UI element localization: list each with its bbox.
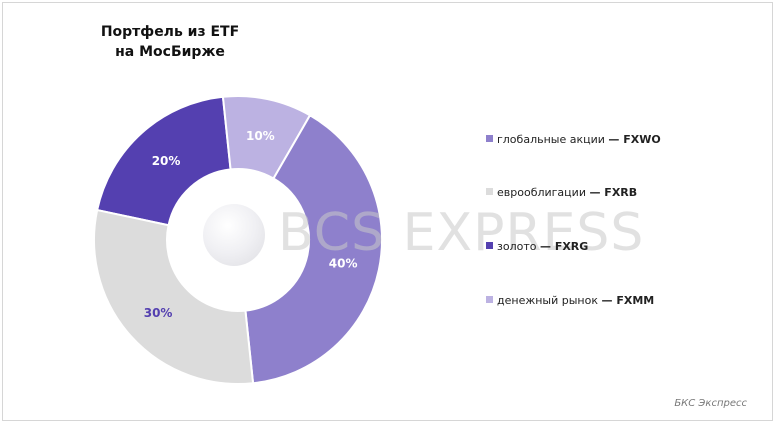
legend-item-fxmm: денежный рынок — FXMM bbox=[486, 294, 654, 307]
legend-label-fxrb: еврооблигации bbox=[497, 186, 586, 199]
slice-fxrg bbox=[95, 95, 232, 227]
legend-swatch-fxrb bbox=[486, 188, 493, 195]
legend-label-fxwo: глобальные акции bbox=[497, 133, 605, 146]
watermark-text: BCS EXPRESS bbox=[278, 203, 645, 263]
legend-swatch-fxwo bbox=[486, 135, 493, 142]
chart-title-line-2: на МосБирже bbox=[115, 44, 225, 60]
legend-item-fxrg: золото — FXRG bbox=[486, 240, 588, 253]
label-fxrb: 30% bbox=[144, 306, 173, 320]
watermark-logo-icon bbox=[203, 204, 265, 266]
label-fxrg: 20% bbox=[152, 154, 181, 168]
legend-swatch-fxrg bbox=[486, 242, 493, 249]
legend-ticker-fxrg: — FXRG bbox=[539, 240, 589, 253]
legend-item-fxrb: еврооблигации — FXRB bbox=[486, 186, 637, 199]
slice-fxrb bbox=[93, 208, 255, 385]
legend-item-fxwo: глобальные акции — FXWO bbox=[486, 133, 661, 146]
legend-label-fxmm: денежный рынок bbox=[497, 294, 598, 307]
chart-title-line-1: Портфель из ETF bbox=[100, 24, 240, 40]
legend-ticker-fxmm: — FXMM bbox=[601, 294, 655, 307]
slice-fxwo bbox=[244, 113, 383, 385]
legend-ticker-fxwo: — FXWO bbox=[608, 133, 661, 146]
legend-ticker-fxrb: — FXRB bbox=[589, 186, 638, 199]
label-fxmm: 10% bbox=[246, 129, 275, 143]
label-fxwo: 40% bbox=[329, 256, 358, 270]
legend-label-fxrg: золото bbox=[497, 240, 537, 253]
legend-swatch-fxmm bbox=[486, 296, 493, 303]
source-credit: БКС Экспресс bbox=[674, 398, 747, 409]
chart-title: Портфель из ETF на МосБирже bbox=[70, 22, 270, 62]
